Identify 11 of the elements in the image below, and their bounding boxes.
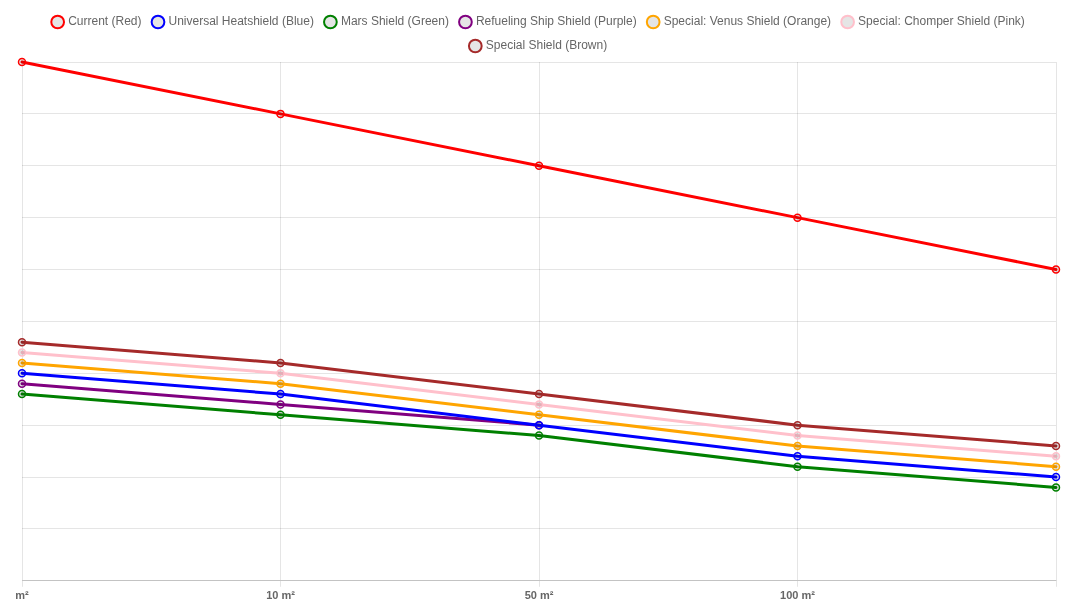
x-tick-label: m² xyxy=(15,589,30,602)
legend-label: Special: Venus Shield (Orange) xyxy=(663,14,832,29)
legend-label: Special Shield (Brown) xyxy=(485,38,608,53)
x-tick-label: 10 m² xyxy=(266,589,296,602)
legend-label: Universal Heatshield (Blue) xyxy=(168,14,314,29)
legend-label: Refueling Ship Shield (Purple) xyxy=(475,14,637,29)
legend-label: Mars Shield (Green) xyxy=(340,14,449,29)
x-tick-label: 100 m² xyxy=(780,589,816,602)
legend-label: Special: Chomper Shield (Pink) xyxy=(858,14,1025,29)
legend-label: Current (Red) xyxy=(68,14,142,29)
x-tick-label: 50 m² xyxy=(524,589,554,602)
